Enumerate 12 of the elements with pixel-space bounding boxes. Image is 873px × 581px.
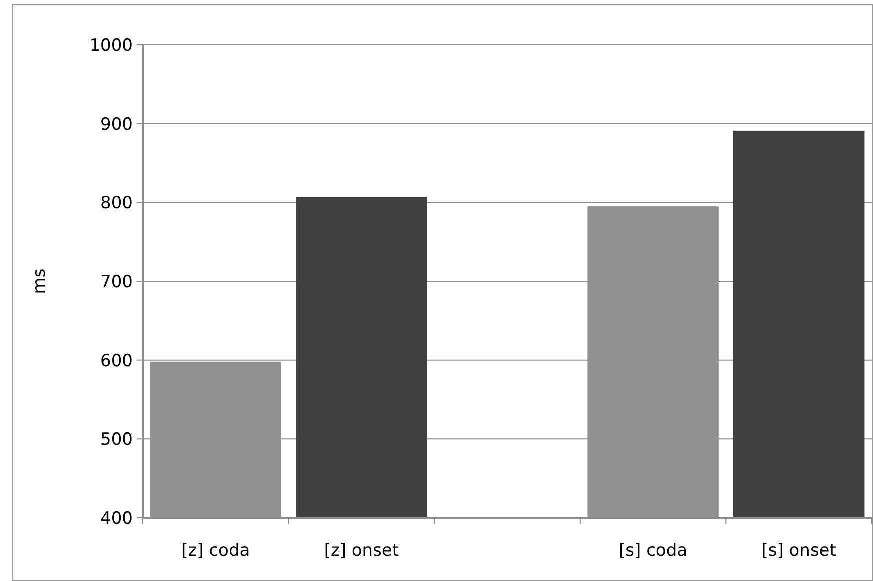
y-tick-label: 600 [100, 351, 133, 372]
x-tick-label: [z] coda [182, 541, 250, 561]
x-tick-label: [s] coda [619, 541, 688, 561]
y-tick-label: 700 [100, 272, 133, 292]
y-tick-label: 800 [100, 194, 133, 214]
y-tick-label: 900 [100, 114, 133, 135]
y-tick-label: 500 [100, 430, 133, 450]
y-tick-label: 400 [100, 508, 133, 529]
x-tick-label: [s] onset [762, 541, 837, 561]
y-tick-label: 1000 [90, 36, 133, 56]
y-axis-title: ms [30, 268, 50, 294]
x-tick-label: [z] onset [324, 541, 400, 561]
